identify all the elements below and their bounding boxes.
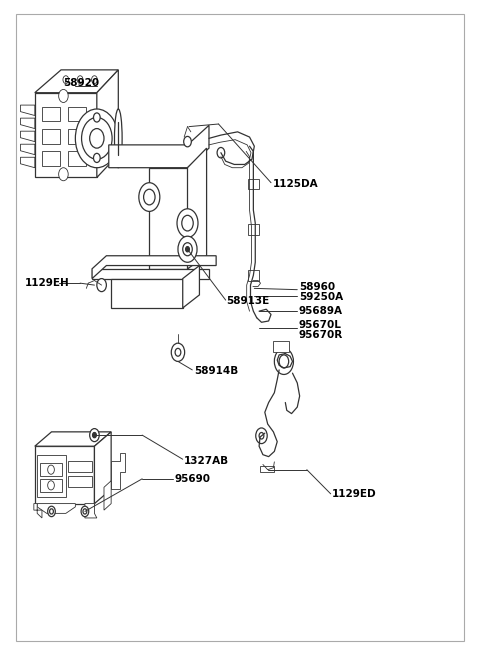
Circle shape	[175, 348, 181, 356]
Text: 95670L: 95670L	[299, 320, 342, 330]
Polygon shape	[37, 455, 66, 497]
Circle shape	[186, 247, 190, 252]
Polygon shape	[21, 157, 35, 168]
Bar	[42, 129, 60, 143]
Circle shape	[97, 278, 107, 291]
Polygon shape	[35, 432, 111, 446]
Polygon shape	[35, 93, 97, 178]
Circle shape	[59, 90, 68, 102]
Polygon shape	[188, 148, 206, 269]
Polygon shape	[21, 144, 35, 155]
Polygon shape	[97, 70, 118, 178]
Circle shape	[144, 189, 155, 205]
Circle shape	[83, 509, 87, 514]
Polygon shape	[21, 105, 35, 115]
Circle shape	[183, 243, 192, 255]
Bar	[42, 107, 60, 121]
Polygon shape	[21, 118, 35, 128]
Circle shape	[259, 432, 264, 439]
Circle shape	[92, 76, 97, 84]
Polygon shape	[183, 265, 199, 308]
Bar	[248, 270, 259, 280]
Text: 58913E: 58913E	[227, 297, 270, 307]
Polygon shape	[34, 504, 42, 518]
Polygon shape	[21, 131, 35, 141]
Circle shape	[49, 509, 53, 514]
Circle shape	[171, 343, 185, 362]
Polygon shape	[111, 453, 125, 489]
Circle shape	[48, 465, 54, 474]
Circle shape	[90, 128, 104, 148]
Text: 1129EH: 1129EH	[25, 278, 70, 288]
Circle shape	[59, 168, 68, 181]
Bar	[248, 225, 259, 235]
Bar	[260, 466, 275, 472]
Ellipse shape	[115, 109, 122, 168]
Circle shape	[184, 136, 192, 147]
Circle shape	[139, 183, 160, 212]
Circle shape	[77, 76, 83, 84]
Text: 59250A: 59250A	[299, 293, 343, 303]
Polygon shape	[68, 476, 92, 487]
Circle shape	[75, 109, 118, 168]
Circle shape	[256, 428, 267, 443]
Polygon shape	[109, 125, 209, 168]
Bar	[68, 107, 86, 121]
Circle shape	[177, 209, 198, 238]
Text: 1327AB: 1327AB	[184, 456, 229, 466]
Polygon shape	[111, 278, 183, 308]
Polygon shape	[39, 463, 62, 476]
Circle shape	[48, 481, 54, 490]
Circle shape	[94, 113, 100, 122]
Circle shape	[93, 432, 96, 438]
Circle shape	[275, 348, 293, 375]
Polygon shape	[92, 269, 209, 278]
Circle shape	[279, 355, 288, 368]
Polygon shape	[39, 479, 62, 492]
Circle shape	[90, 428, 99, 441]
Text: 95670R: 95670R	[299, 330, 343, 341]
Bar	[68, 129, 86, 143]
Circle shape	[48, 506, 55, 517]
Polygon shape	[35, 446, 95, 504]
Polygon shape	[85, 504, 97, 518]
Bar	[274, 341, 288, 352]
Bar	[42, 151, 60, 166]
Circle shape	[217, 147, 225, 158]
Polygon shape	[92, 255, 216, 278]
Polygon shape	[37, 504, 75, 514]
Text: 1125DA: 1125DA	[273, 179, 318, 189]
Text: 95689A: 95689A	[299, 305, 343, 316]
Bar	[248, 179, 259, 189]
Text: 58960: 58960	[299, 282, 335, 292]
Text: 95690: 95690	[175, 474, 211, 484]
Circle shape	[94, 153, 100, 162]
Polygon shape	[149, 168, 188, 269]
Bar	[68, 151, 86, 166]
Text: 58914B: 58914B	[194, 366, 238, 376]
Circle shape	[81, 506, 89, 517]
Polygon shape	[95, 432, 111, 504]
Polygon shape	[68, 460, 92, 472]
Polygon shape	[104, 481, 111, 510]
Circle shape	[182, 215, 193, 231]
Text: 58920: 58920	[63, 78, 99, 88]
Circle shape	[178, 236, 197, 262]
Text: 1129ED: 1129ED	[332, 489, 377, 499]
Circle shape	[63, 76, 69, 84]
Circle shape	[82, 117, 112, 159]
Polygon shape	[35, 70, 118, 93]
